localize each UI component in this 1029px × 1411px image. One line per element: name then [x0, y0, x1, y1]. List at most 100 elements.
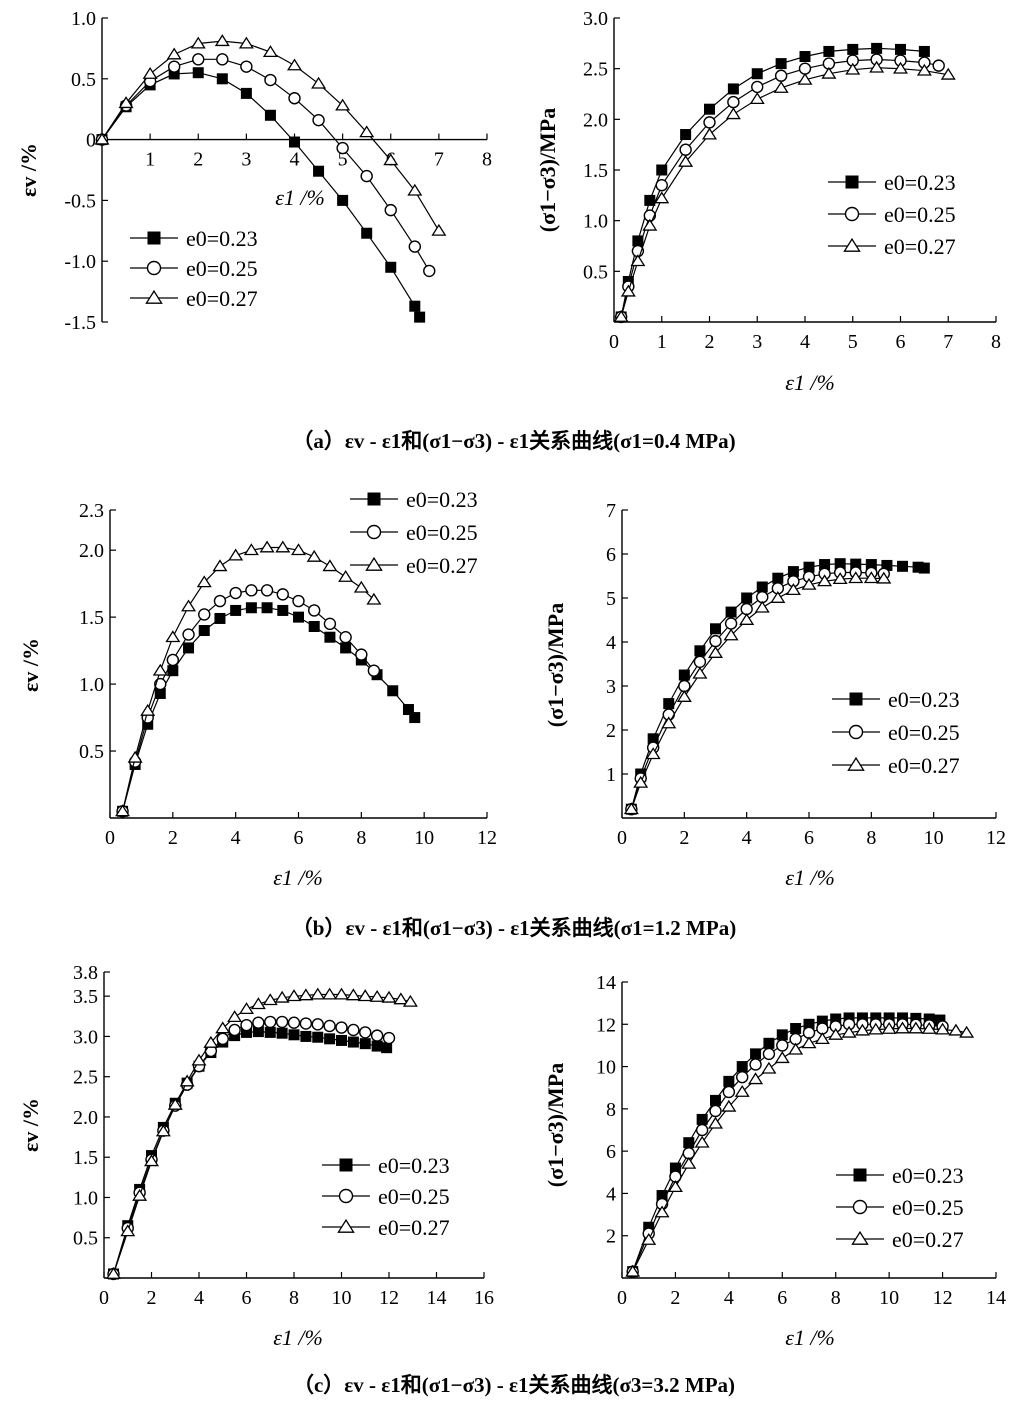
y-tick-label: 1.0: [79, 674, 104, 696]
data-point: [264, 1015, 277, 1029]
data-point: [259, 540, 275, 553]
data-point: [908, 1021, 924, 1034]
data-point: [212, 559, 228, 572]
data-point: [105, 1267, 122, 1279]
legend-item: e0=0.27: [828, 234, 956, 259]
data-point: [709, 634, 722, 648]
legend-marker: [339, 1158, 353, 1172]
data-point: [695, 1123, 709, 1137]
data-point: [749, 1058, 762, 1071]
legend-label: e0=0.23: [186, 226, 258, 251]
x-tick-label: 4: [290, 149, 300, 171]
legend-item: e0=0.25: [322, 1184, 450, 1209]
data-point: [776, 1029, 788, 1041]
data-point: [725, 606, 737, 618]
data-point: [854, 1023, 870, 1036]
data-point: [701, 127, 718, 140]
data-point: [274, 990, 290, 1003]
x-tick-label: 8: [991, 331, 1001, 353]
data-point: [751, 80, 764, 94]
x-tick-label: 4: [800, 331, 810, 353]
data-point: [785, 583, 801, 596]
data-point: [276, 588, 289, 601]
data-point: [333, 987, 350, 1000]
y-tick-label: 14: [596, 972, 616, 994]
legend-item: e0=0.23: [350, 487, 478, 512]
data-point: [216, 53, 229, 66]
series-e0-0-25: [614, 53, 945, 324]
legend-label: e0=0.27: [892, 1227, 964, 1252]
legend-item: e0=0.25: [828, 202, 956, 227]
data-point: [798, 62, 812, 75]
data-point: [762, 1047, 776, 1061]
y-tick-label: 3: [606, 676, 616, 698]
x-tick-label: 4: [231, 827, 241, 849]
data-point: [370, 1029, 384, 1042]
data-point: [361, 227, 373, 239]
data-point: [198, 625, 210, 637]
data-point: [734, 1084, 750, 1097]
data-point: [414, 311, 426, 323]
data-point: [948, 1023, 964, 1036]
y-tick-label: 1.5: [583, 160, 608, 182]
x-tick-label: 14: [986, 1287, 1006, 1309]
data-point: [360, 169, 373, 183]
x-tick-label: 10: [924, 827, 944, 849]
data-point: [678, 669, 690, 681]
data-point: [750, 1048, 762, 1060]
series-line: [620, 47, 925, 318]
data-point: [801, 1036, 817, 1049]
legend-label: e0=0.25: [378, 1184, 450, 1209]
data-point: [384, 203, 397, 217]
legend-item: e0=0.23: [322, 1153, 450, 1178]
data-point: [383, 153, 399, 166]
data-point: [788, 1042, 804, 1055]
x-tick-label: 2: [193, 149, 203, 171]
data-point: [292, 594, 305, 608]
data-point: [770, 591, 786, 603]
data-point: [841, 1025, 857, 1038]
y-tick-label: 4: [606, 1183, 616, 1205]
data-point: [821, 66, 837, 79]
data-point: [678, 154, 694, 167]
y-tick-label: -1.0: [64, 251, 96, 273]
y-tick-label: -0.5: [64, 190, 96, 212]
legend-marker: [849, 692, 863, 706]
data-point: [863, 571, 879, 584]
y-tick-label: 5: [606, 588, 616, 610]
data-point: [213, 594, 227, 608]
data-point: [845, 62, 861, 75]
data-point: [692, 666, 708, 679]
data-point: [774, 1051, 790, 1064]
data-point: [215, 1021, 231, 1034]
data-point: [828, 1027, 844, 1040]
y-tick-label: 6: [606, 544, 616, 566]
data-point: [275, 1015, 289, 1029]
data-point: [359, 1038, 371, 1050]
x-tick-label: 2: [705, 331, 715, 353]
data-point: [832, 572, 848, 585]
y-tick-label: 1.0: [71, 8, 96, 30]
series-e0-0-27: [625, 1021, 975, 1277]
data-point: [142, 66, 158, 79]
data-point: [276, 1027, 288, 1039]
data-point: [203, 1035, 219, 1048]
legend-item: e0=0.27: [836, 1227, 964, 1252]
data-point: [723, 1075, 735, 1087]
data-point: [355, 648, 368, 661]
y-tick-label: 0: [86, 130, 96, 152]
data-point: [932, 59, 945, 72]
data-point: [801, 577, 817, 590]
y-tick-label: 3.0: [73, 1026, 98, 1048]
data-point: [371, 1040, 383, 1052]
data-point: [408, 240, 422, 253]
data-point: [620, 284, 636, 297]
data-point: [250, 997, 266, 1010]
y-tick-label: 3.5: [73, 986, 98, 1008]
y-tick-label: 2.5: [73, 1067, 98, 1089]
x-tick-label: 2: [670, 1287, 680, 1309]
data-point: [625, 1264, 641, 1277]
series-e0-0-25: [107, 1015, 396, 1281]
data-point: [644, 194, 656, 206]
data-point: [772, 572, 784, 584]
